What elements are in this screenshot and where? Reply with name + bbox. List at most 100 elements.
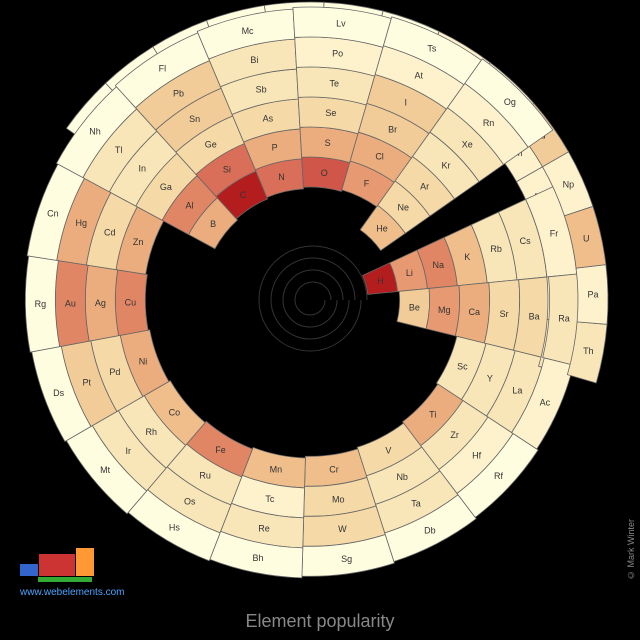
element-label: Ar [420, 181, 429, 191]
element-label: B [210, 219, 216, 229]
element-label: Tl [115, 145, 123, 155]
element-label: Kr [441, 160, 450, 170]
element-label: Ne [398, 203, 410, 213]
element-label: Nh [89, 127, 101, 137]
element-label: Rf [494, 471, 503, 481]
element-label: C [240, 190, 247, 200]
element-label: Ag [95, 298, 106, 308]
element-label: Ge [205, 139, 217, 149]
chart-title: Element popularity [0, 611, 640, 632]
element-label: F [364, 178, 370, 188]
element-label: Th [583, 346, 594, 356]
element-label: Cl [375, 151, 384, 161]
element-label: Rb [490, 244, 502, 254]
element-label: As [263, 113, 274, 123]
element-label: Zr [450, 430, 459, 440]
element-label: Ga [160, 182, 172, 192]
element-label: Ti [429, 410, 436, 420]
element-label: Hs [169, 522, 180, 532]
element-label: Au [65, 298, 76, 308]
element-label: Na [433, 260, 445, 270]
element-label: Be [409, 303, 420, 313]
element-label: Si [223, 165, 231, 175]
element-label: Fr [550, 228, 559, 238]
element-label: K [464, 252, 470, 262]
element-label: Co [169, 408, 181, 418]
element-label: Bh [253, 553, 264, 563]
element-label: Mt [100, 465, 110, 475]
element-label: V [385, 445, 391, 455]
element-label: La [512, 386, 522, 396]
element-label: In [139, 164, 147, 174]
element-label: Mo [332, 494, 345, 504]
element-label: Ts [427, 43, 437, 53]
element-label: I [404, 97, 407, 107]
element-label: Og [504, 97, 516, 107]
element-label: Cn [47, 208, 59, 218]
element-label: Os [184, 496, 196, 506]
element-label: Se [325, 108, 336, 118]
source-link[interactable]: www.webelements.com [20, 587, 124, 598]
element-label: Bi [250, 55, 258, 65]
spiral-svg: H He Li Be B C N O F Ne Na Mg Al Si P S Cl Ar K Ca Sc Ti V Cr Mn… [0, 0, 640, 640]
element-label: Lv [336, 19, 346, 29]
element-label: He [376, 224, 388, 234]
element-label: Ni [139, 357, 148, 367]
element-label: Pa [587, 290, 598, 300]
element-label: Po [332, 49, 343, 59]
element-label: Te [330, 78, 340, 88]
element-label: Ds [53, 388, 64, 398]
element-label: H [377, 276, 384, 286]
element-label: Ba [529, 311, 540, 321]
element-label: Mg [438, 305, 451, 315]
element-label: Br [388, 124, 397, 134]
element-label: Sr [500, 309, 509, 319]
element-label: Nb [396, 472, 408, 482]
logo-bars [20, 546, 120, 576]
element-label: Ru [199, 471, 211, 481]
element-label: Np [563, 180, 575, 190]
element-label: Cr [329, 465, 339, 475]
element-label: Mc [242, 26, 254, 36]
element-label: Tc [265, 494, 275, 504]
element-label: Mn [270, 465, 283, 475]
element-label: Cu [125, 298, 137, 308]
element-label: Pt [82, 377, 91, 387]
element-label: Sc [457, 362, 468, 372]
element-label: Hg [76, 218, 88, 228]
element-label: Cs [520, 236, 531, 246]
element-label: At [415, 70, 424, 80]
element-label: S [325, 138, 331, 148]
element-label: Re [258, 523, 270, 533]
element-label: Hf [472, 451, 481, 461]
element-label: Db [424, 525, 436, 535]
element-label: Rg [35, 299, 47, 309]
element-label: Ca [468, 307, 480, 317]
element-label: Zn [133, 237, 144, 247]
element-label: Sn [189, 114, 200, 124]
element-label: Ac [540, 398, 551, 408]
element-label: Cd [104, 228, 116, 238]
element-label: Rn [483, 118, 495, 128]
element-label: O [321, 168, 328, 178]
element-label: P [272, 143, 278, 153]
element-label: Y [487, 374, 493, 384]
copyright-text: © Mark Winter [626, 519, 636, 580]
element-label: Rh [146, 427, 158, 437]
element-label: Li [406, 268, 413, 278]
element-label: Fe [215, 445, 226, 455]
element-label: Ir [125, 446, 131, 456]
element-label: N [278, 172, 285, 182]
element-label: W [338, 524, 347, 534]
element-label: Al [186, 201, 194, 211]
element-label: Pb [173, 89, 184, 99]
element-label: Sb [256, 84, 267, 94]
webelements-logo: www.webelements.com [20, 546, 120, 600]
spiral-periodic-chart: H He Li Be B C N O F Ne Na Mg Al Si P S Cl Ar K Ca Sc Ti V Cr Mn… [0, 0, 640, 640]
element-label: Ra [558, 314, 570, 324]
element-label: Ta [411, 499, 421, 509]
element-label: Pd [109, 367, 120, 377]
element-label: Fl [159, 63, 167, 73]
element-label: U [583, 233, 590, 243]
element-label: Sg [341, 554, 352, 564]
